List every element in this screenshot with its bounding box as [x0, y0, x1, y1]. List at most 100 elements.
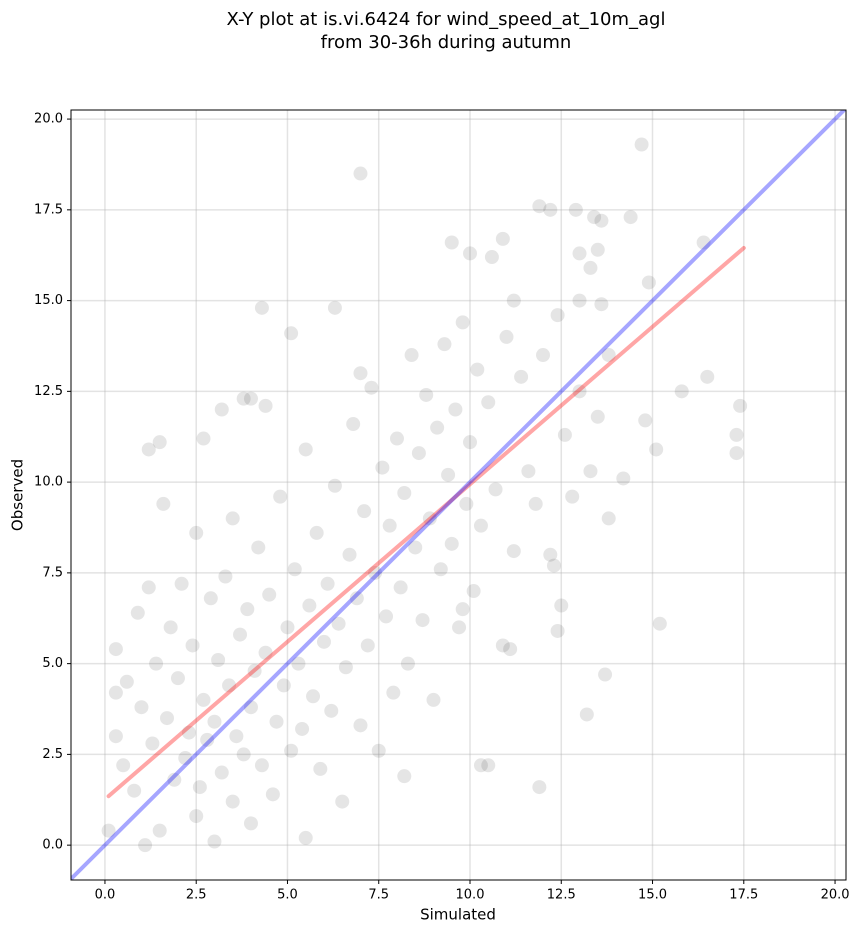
plot-area	[71, 110, 846, 880]
scatter-point	[433, 562, 448, 577]
scatter-point	[353, 366, 368, 381]
scatter-point	[178, 751, 193, 766]
x-tick-label: 20.0	[821, 888, 850, 903]
scatter-point	[353, 718, 368, 733]
scatter-point	[265, 787, 280, 802]
chart-title: from 30-36h during autumn	[321, 32, 572, 53]
scatter-point	[207, 834, 222, 849]
scatter-point	[634, 137, 649, 152]
scatter-point	[295, 721, 310, 736]
scatter-point	[550, 623, 565, 638]
scatter-point	[506, 544, 521, 559]
scatter-point	[338, 660, 353, 675]
scatter-point	[441, 467, 456, 482]
scatter-point	[382, 518, 397, 533]
scatter-point	[481, 758, 496, 773]
scatter-point	[342, 547, 357, 562]
scatter-point	[127, 783, 142, 798]
scatter-point	[145, 736, 160, 751]
scatter-point	[649, 442, 664, 457]
scatter-point	[546, 558, 561, 573]
scatter-point	[327, 300, 342, 315]
grid	[71, 110, 846, 880]
scatter-point	[411, 446, 426, 461]
scatter-point	[316, 634, 331, 649]
scatter-point	[729, 427, 744, 442]
scatter-point	[543, 202, 558, 217]
scatter-point	[473, 518, 488, 533]
scatter-point	[196, 431, 211, 446]
scatter-point	[368, 565, 383, 580]
scatter-point	[254, 300, 269, 315]
scatter-point	[174, 576, 189, 591]
scatter-point	[590, 409, 605, 424]
scatter-point	[473, 758, 488, 773]
scatter-point	[364, 380, 379, 395]
scatter-point	[284, 743, 299, 758]
scatter-point	[444, 536, 459, 551]
scatter-point	[233, 627, 248, 642]
scatter-point	[495, 638, 510, 653]
scatter-point	[419, 387, 434, 402]
scatter-point	[346, 417, 361, 432]
scatter-point	[360, 638, 375, 653]
scatter-point	[306, 689, 321, 704]
scatter-point	[696, 235, 711, 250]
scatter-point	[641, 275, 656, 290]
scatter-point	[240, 602, 255, 617]
scatter-point	[455, 602, 470, 617]
scatter-point	[185, 638, 200, 653]
scatter-point	[616, 471, 631, 486]
scatter-point	[528, 496, 543, 511]
scatter-point	[415, 613, 430, 628]
scatter-point	[152, 823, 167, 838]
scatter-point	[426, 692, 441, 707]
x-axis-label: Simulated	[420, 906, 496, 924]
scatter-point	[397, 486, 412, 501]
scatter-point	[484, 250, 499, 265]
scatter-point	[514, 369, 529, 384]
scatter-point	[181, 725, 196, 740]
scatter-point	[430, 420, 445, 435]
scatter-point	[674, 384, 689, 399]
scatter-point	[550, 308, 565, 323]
y-tick-label: 5.0	[42, 656, 63, 671]
scatter-point	[170, 671, 185, 686]
scatter-point	[141, 442, 156, 457]
scatter-point	[598, 667, 613, 682]
scatter-point	[298, 830, 313, 845]
y-tick-label: 7.5	[42, 565, 63, 580]
scatter-point	[459, 496, 474, 511]
scatter-point	[200, 732, 215, 747]
scatter-point	[254, 758, 269, 773]
scatter-point	[481, 395, 496, 410]
scatter-point	[251, 540, 266, 555]
scatter-point	[141, 580, 156, 595]
scatter-point	[601, 348, 616, 363]
scatter-point	[222, 678, 237, 693]
scatter-point	[532, 199, 547, 214]
scatter-point	[101, 823, 116, 838]
x-tick-label: 12.5	[547, 888, 576, 903]
scatter-point	[313, 761, 328, 776]
scatter-point	[572, 384, 587, 399]
scatter-point	[587, 210, 602, 225]
scatter-point	[594, 213, 609, 228]
scatter-point	[207, 714, 222, 729]
scatter-point	[371, 743, 386, 758]
scatter-point	[462, 246, 477, 261]
scatter-point	[320, 576, 335, 591]
scatter-point	[269, 714, 284, 729]
scatter-point	[108, 729, 123, 744]
scatter-point	[455, 315, 470, 330]
y-tick-label: 17.5	[34, 202, 63, 217]
scatter-point	[404, 348, 419, 363]
scatter-point	[236, 747, 251, 762]
scatter-point	[452, 620, 467, 635]
x-tick-label: 0.0	[95, 888, 116, 903]
scatter-point	[506, 293, 521, 308]
x-tick-label: 2.5	[186, 888, 207, 903]
scatter-point	[225, 511, 240, 526]
scatter-point	[262, 587, 277, 602]
chart-title: X-Y plot at is.vi.6424 for wind_speed_at…	[227, 9, 666, 30]
